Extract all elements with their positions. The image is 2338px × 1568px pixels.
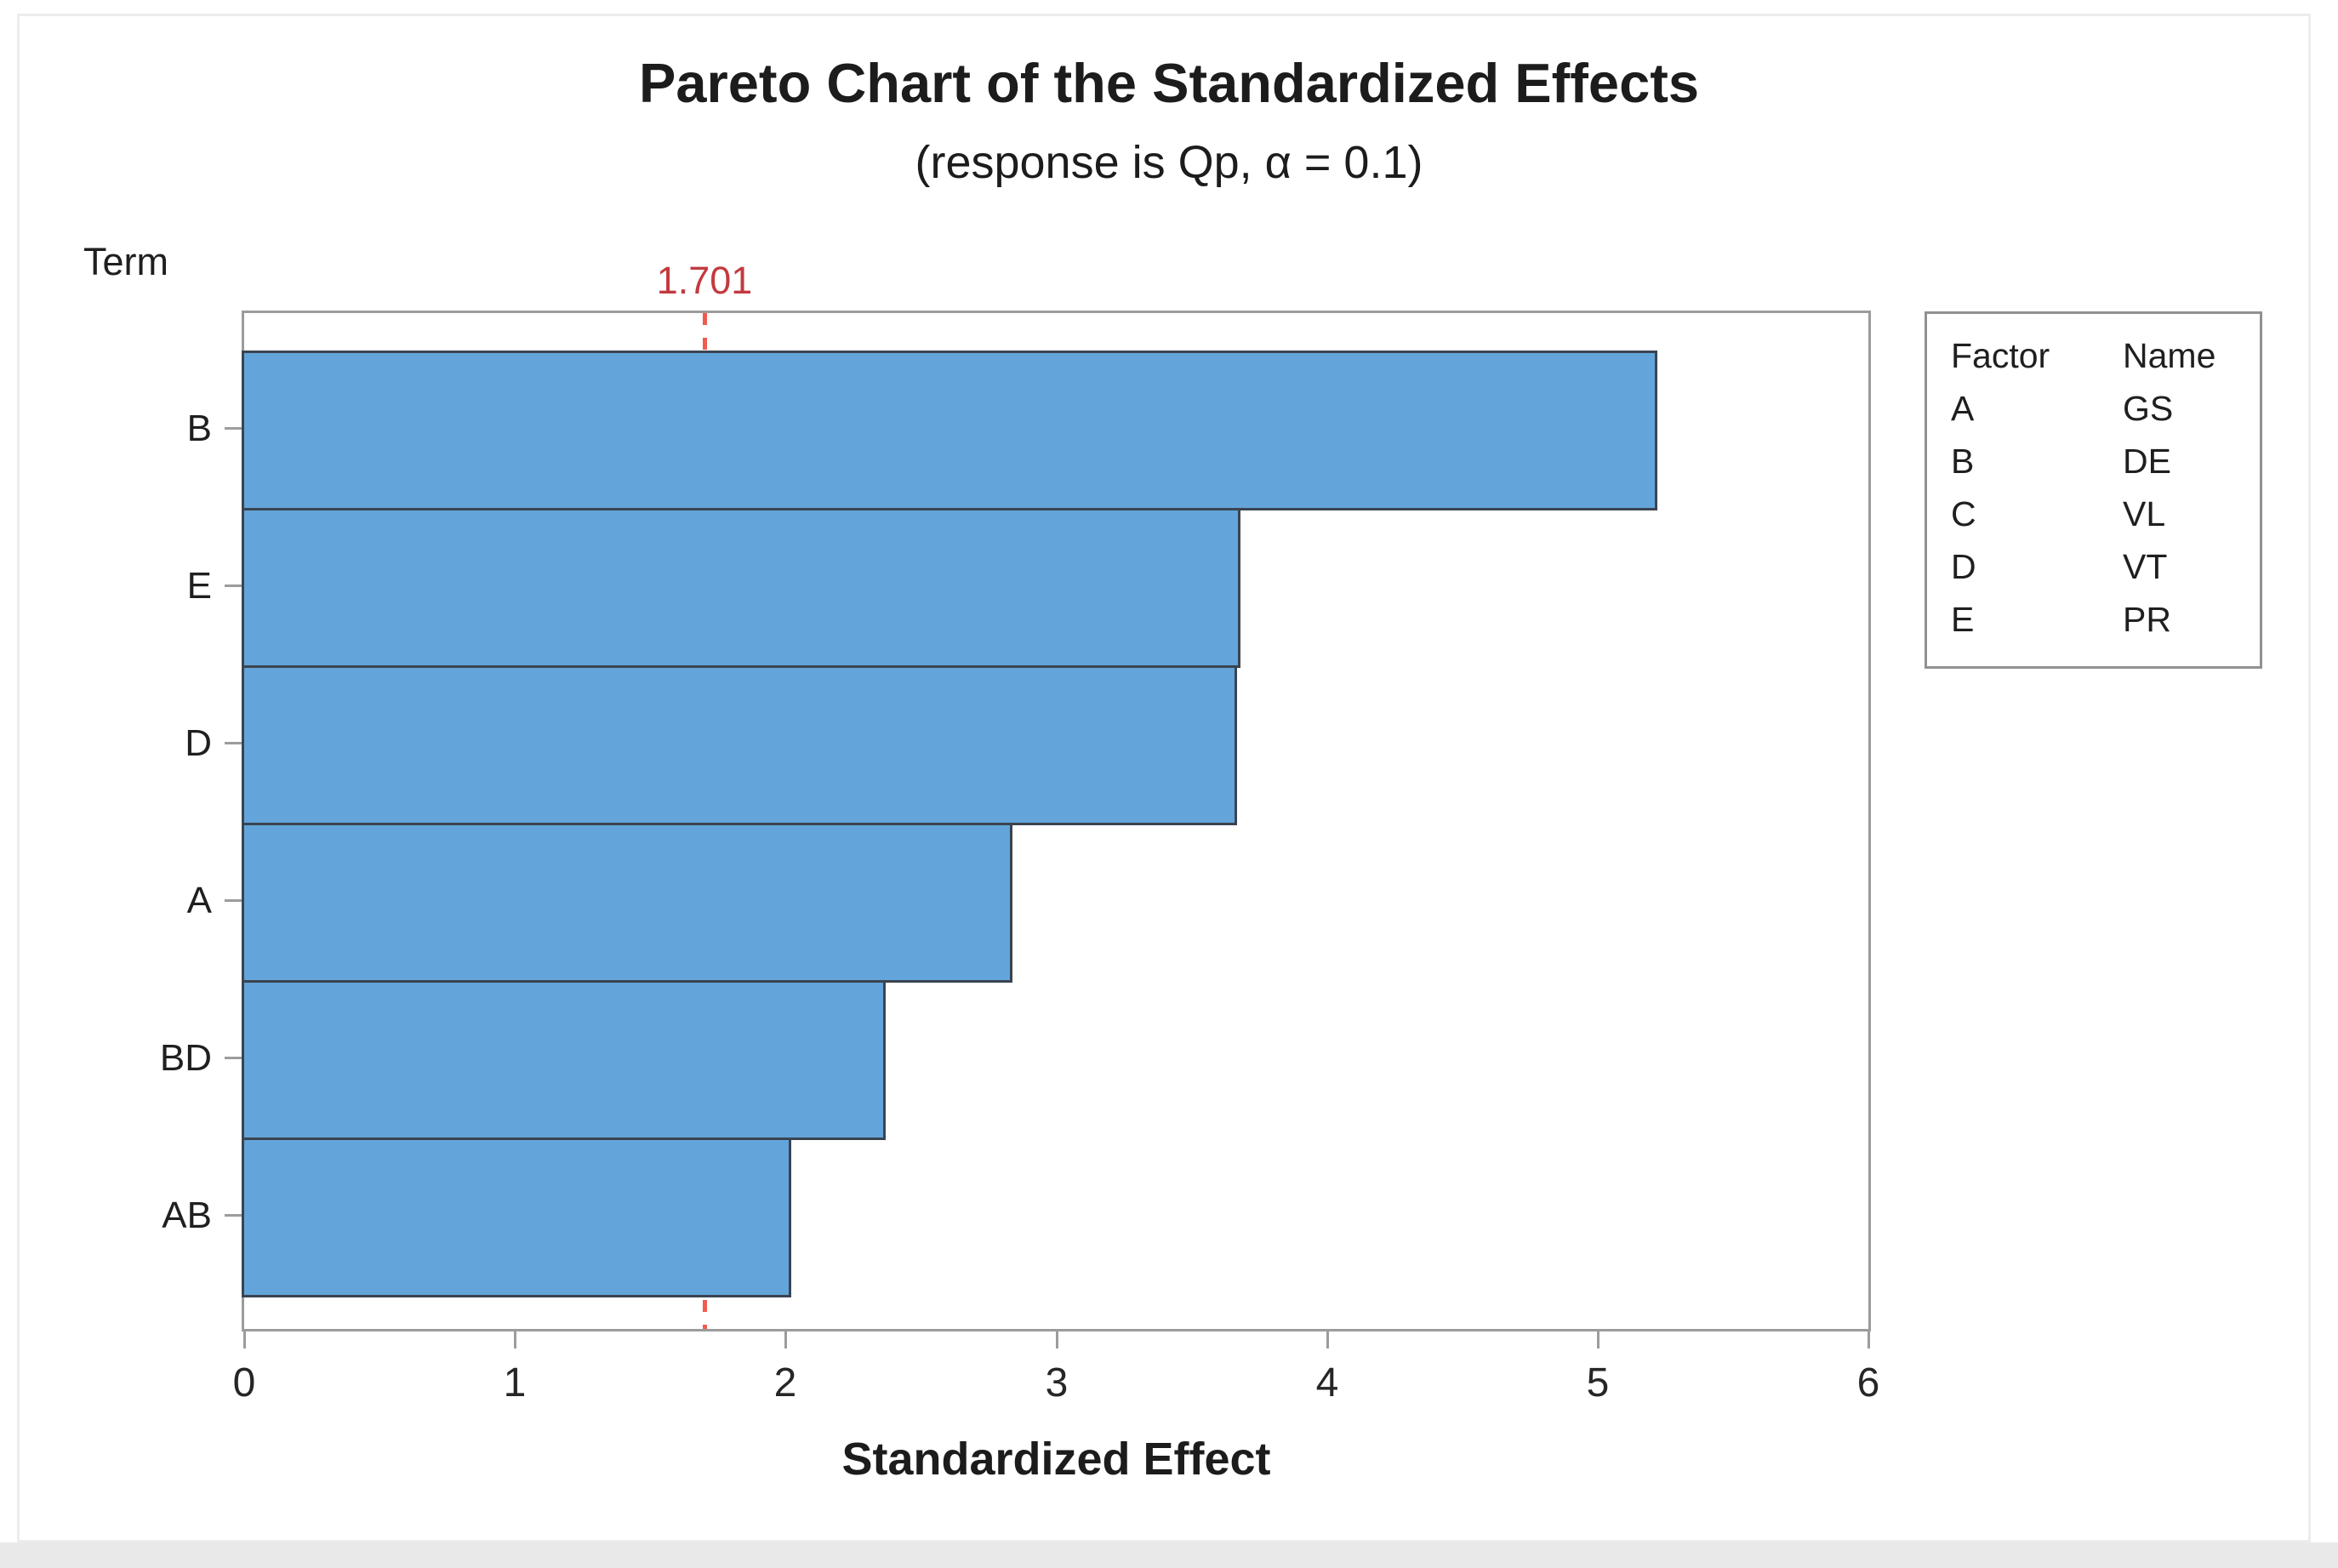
legend-name-D: VT (2123, 547, 2168, 586)
bar-A (242, 823, 1012, 983)
bottom-gray-band (0, 1542, 2338, 1568)
bar-E (242, 508, 1240, 668)
y-tick-E (225, 584, 242, 587)
x-tick-3 (1056, 1331, 1058, 1348)
legend-rows: A GS B DE C VL D VT E PR (1927, 382, 2260, 646)
legend-header-row: Factor Name (1927, 329, 2260, 382)
x-axis-title: Standardized Effect (841, 1434, 1271, 1485)
legend-row-E: E PR (1927, 593, 2260, 646)
legend-factor-A: A (1951, 389, 1975, 428)
legend-header-factor: Factor (1951, 336, 2050, 375)
y-tick-label-B: B (186, 408, 212, 449)
x-tick-4 (1326, 1331, 1329, 1348)
legend-name-E: PR (2123, 600, 2171, 639)
legend: Factor Name A GS B DE C VL D VT E PR (1925, 311, 2262, 669)
legend-row-C: C VL (1927, 488, 2260, 540)
y-tick-label-E: E (186, 565, 212, 607)
legend-row-B: B DE (1927, 435, 2260, 488)
bar-D (242, 665, 1237, 825)
x-tick-label-4: 4 (1315, 1360, 1339, 1405)
y-tick-D (225, 742, 242, 744)
plot-inner: B E D A BD AB 0 1 2 3 4 5 6 (160, 313, 1879, 1405)
x-tick-label-1: 1 (503, 1360, 527, 1405)
reference-line-label: 1.701 (656, 259, 753, 302)
x-tick-2 (784, 1331, 787, 1348)
legend-row-D: D VT (1927, 540, 2260, 593)
legend-name-C: VL (2123, 494, 2166, 533)
x-tick-0 (243, 1331, 246, 1348)
legend-factor-D: D (1951, 547, 1976, 586)
legend-name-A: GS (2123, 389, 2174, 428)
bar-BD (242, 980, 886, 1140)
x-tick-6 (1868, 1331, 1870, 1348)
legend-name-B: DE (2123, 442, 2171, 481)
chart-title: Pareto Chart of the Standardized Effects (638, 52, 1700, 114)
y-tick-label-AB: AB (162, 1195, 212, 1236)
x-tick-1 (514, 1331, 516, 1348)
y-tick-A (225, 899, 242, 902)
x-tick-label-6: 6 (1856, 1360, 1880, 1405)
y-tick-BD (225, 1057, 242, 1059)
chart-subtitle: (response is Qp, α = 0.1) (915, 137, 1423, 188)
x-tick-label-5: 5 (1586, 1360, 1610, 1405)
x-tick-label-3: 3 (1045, 1360, 1069, 1405)
y-tick-B (225, 427, 242, 430)
bar-B (242, 351, 1657, 510)
bar-AB (242, 1138, 791, 1297)
y-axis-title: Term (83, 240, 168, 283)
y-tick-label-D: D (185, 722, 212, 764)
legend-header-name: Name (2123, 336, 2216, 375)
legend-row-A: A GS (1927, 382, 2260, 435)
x-tick-5 (1597, 1331, 1600, 1348)
plot-area: B E D A BD AB 0 1 2 3 4 5 6 (160, 311, 1879, 1405)
x-tick-label-0: 0 (232, 1360, 256, 1405)
legend-factor-C: C (1951, 494, 1976, 533)
y-tick-AB (225, 1214, 242, 1217)
legend-factor-B: B (1951, 442, 1975, 481)
y-tick-label-BD: BD (159, 1037, 212, 1079)
x-tick-label-2: 2 (773, 1360, 797, 1405)
legend-factor-E: E (1951, 600, 1975, 639)
y-tick-label-A: A (186, 880, 212, 921)
